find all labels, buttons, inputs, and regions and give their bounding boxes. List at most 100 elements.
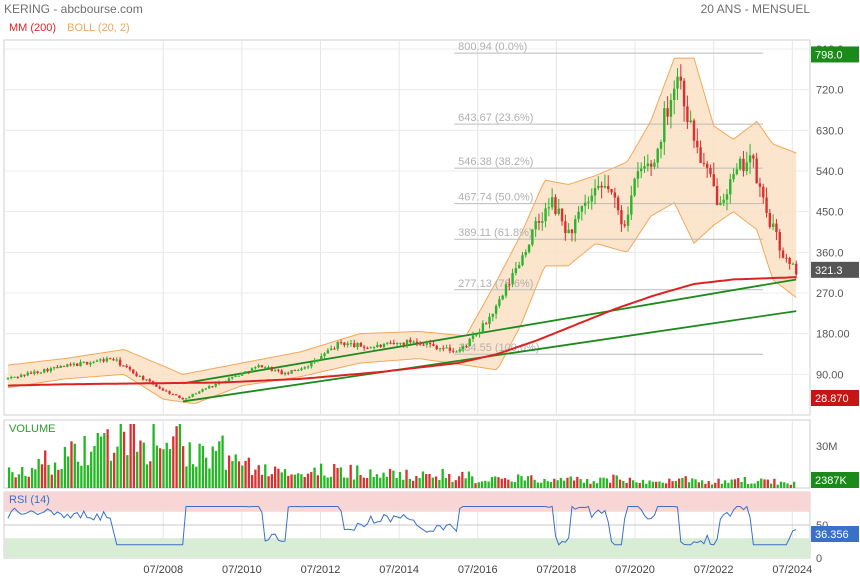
chart-source: KERING - abcbourse.com bbox=[4, 2, 143, 16]
candle bbox=[333, 348, 336, 350]
volume-badge: 2387K bbox=[815, 475, 847, 487]
candle bbox=[171, 393, 175, 395]
legend-bollinger: BOLL (20, 2) bbox=[67, 22, 130, 34]
volume-bar bbox=[687, 482, 691, 488]
axes: 810.0720.0630.0540.0450.0360.0270.0180.0… bbox=[143, 44, 849, 576]
candle bbox=[458, 349, 462, 352]
candle bbox=[709, 167, 712, 175]
moving-average-200 bbox=[7, 276, 797, 387]
ma-value-badge-bg bbox=[811, 390, 859, 406]
candle bbox=[56, 367, 59, 369]
volume-bar bbox=[290, 474, 293, 488]
candle bbox=[719, 202, 722, 206]
candle bbox=[768, 212, 772, 227]
volume-bar bbox=[431, 477, 434, 488]
candle bbox=[785, 257, 788, 259]
volume-bar bbox=[457, 476, 461, 488]
volume-bar bbox=[80, 465, 83, 488]
volume-bar bbox=[260, 474, 264, 488]
candle bbox=[640, 168, 643, 172]
volume-bar bbox=[221, 435, 224, 488]
volume-bar bbox=[490, 477, 494, 488]
candle bbox=[729, 179, 732, 195]
volume-bar bbox=[211, 446, 214, 488]
candle bbox=[366, 347, 369, 349]
volume-bar bbox=[566, 477, 569, 488]
x-tick-label: 07/2022 bbox=[694, 564, 734, 576]
fib-label: 643.67 (23.6%) bbox=[458, 112, 533, 124]
candle bbox=[643, 166, 646, 169]
candle bbox=[432, 344, 435, 346]
candle bbox=[39, 372, 43, 374]
volume-bar bbox=[244, 460, 247, 488]
candle bbox=[511, 273, 514, 285]
candle bbox=[89, 362, 92, 365]
candle bbox=[336, 342, 339, 349]
candle bbox=[313, 359, 316, 363]
candle bbox=[254, 367, 257, 369]
volume-bar bbox=[254, 469, 257, 488]
candle bbox=[534, 220, 537, 230]
volume-bar bbox=[694, 479, 697, 488]
volume-bar bbox=[30, 468, 34, 488]
candle bbox=[577, 211, 580, 220]
candle bbox=[244, 371, 247, 373]
candle bbox=[679, 76, 682, 81]
candle bbox=[422, 344, 425, 346]
volume-bar bbox=[398, 472, 402, 488]
candle bbox=[461, 346, 465, 350]
candle bbox=[161, 388, 165, 391]
volume-bar bbox=[303, 476, 306, 488]
volume-bar bbox=[664, 483, 668, 488]
volume-bar bbox=[766, 479, 769, 488]
candle bbox=[376, 344, 379, 348]
candle bbox=[448, 347, 452, 351]
volume-bar bbox=[402, 479, 405, 488]
candle bbox=[267, 367, 270, 369]
volume-bar bbox=[553, 478, 556, 488]
candle bbox=[603, 185, 607, 188]
candle bbox=[122, 365, 125, 367]
volume-bar bbox=[96, 432, 99, 488]
candle bbox=[135, 373, 138, 377]
volume-bar bbox=[198, 443, 201, 488]
channel-upper bbox=[182, 278, 797, 385]
candle bbox=[666, 108, 669, 117]
volume-bar bbox=[182, 446, 185, 488]
candle bbox=[191, 393, 194, 397]
volume-bar bbox=[546, 481, 549, 488]
volume-bar bbox=[267, 476, 270, 488]
candle bbox=[494, 305, 498, 314]
volume-label: VOLUME bbox=[9, 423, 55, 435]
volume-bar bbox=[700, 480, 704, 488]
volume-bar bbox=[113, 452, 116, 488]
candle bbox=[33, 371, 36, 374]
candle bbox=[155, 384, 158, 387]
candle bbox=[445, 347, 448, 349]
volume-bar bbox=[595, 483, 599, 488]
volume-bar bbox=[589, 483, 592, 488]
volume-bar bbox=[224, 469, 228, 488]
candle bbox=[118, 359, 122, 366]
candle bbox=[372, 347, 376, 349]
volume-bar bbox=[145, 464, 149, 488]
candle bbox=[85, 361, 89, 365]
volume-bar bbox=[21, 466, 24, 488]
volume-bar bbox=[63, 446, 67, 488]
volume-panel: VOLUME bbox=[7, 423, 796, 488]
candle bbox=[138, 376, 142, 378]
candle bbox=[43, 369, 46, 373]
candle bbox=[214, 383, 217, 387]
volume-bar bbox=[188, 442, 191, 488]
candle bbox=[616, 197, 620, 211]
candle bbox=[712, 174, 715, 187]
volume-bar bbox=[740, 482, 743, 488]
candle bbox=[362, 346, 366, 348]
chart-period: 20 ANS - MENSUEL bbox=[700, 2, 810, 16]
price-tick-label: 630.0 bbox=[816, 125, 844, 137]
candle bbox=[656, 148, 659, 163]
volume-bar bbox=[464, 478, 467, 488]
candle bbox=[537, 220, 541, 223]
rsi-badge-bg bbox=[811, 526, 859, 543]
candle bbox=[356, 342, 359, 348]
